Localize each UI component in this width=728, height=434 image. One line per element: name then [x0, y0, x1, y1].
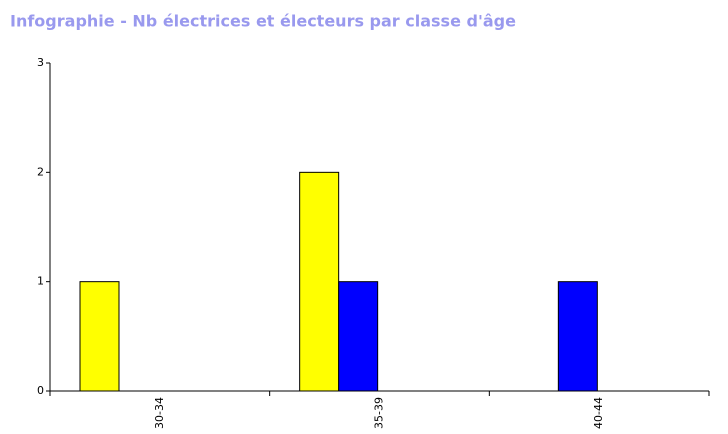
x-tick-label: 40-44 [592, 397, 605, 429]
y-tick-label: 2 [37, 165, 44, 178]
chart-title: Infographie - Nb électrices et électeurs… [10, 12, 516, 31]
bar [557, 281, 598, 392]
x-tick-label: 30-34 [153, 397, 166, 429]
y-tick-label: 3 [37, 56, 44, 69]
bar [338, 281, 379, 392]
x-tick-label: 35-39 [373, 397, 386, 429]
bar [299, 171, 340, 392]
bar [79, 281, 120, 392]
y-tick-label: 1 [37, 275, 44, 288]
y-tick-label: 0 [37, 384, 44, 397]
